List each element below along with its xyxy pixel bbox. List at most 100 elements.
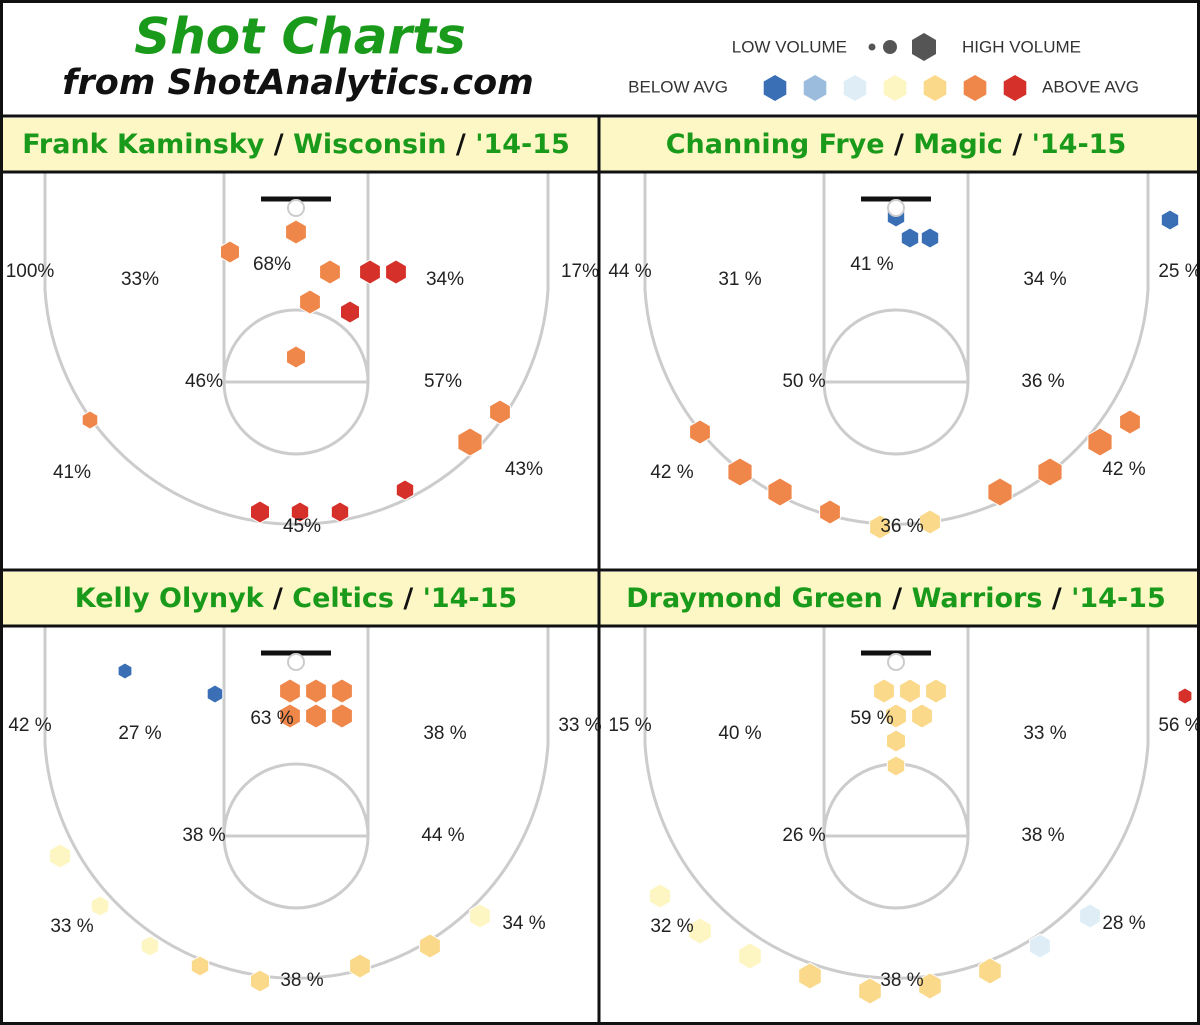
title-separator: / [885,129,914,160]
title-separator: / [394,583,423,614]
legend-dot [868,43,876,51]
shot-hex [140,935,160,957]
shot-hex [81,410,99,430]
zone-percentage: 36 % [880,516,923,537]
shot-hex [925,678,947,704]
zone-percentage: 57% [424,371,462,392]
free-throw-circle [822,308,970,456]
zone-percentage: 40 % [718,723,761,744]
shot-hex [385,259,407,285]
zone-percentage: 34 % [1023,269,1066,290]
panel-title: Draymond Green / Warriors / '14-15 [626,583,1166,614]
shot-hex [190,955,210,977]
shot-hex [299,289,321,315]
zone-percentage: 26 % [782,825,825,846]
shot-hex [688,917,712,945]
zone-percentage: 33% [121,269,159,290]
legend-hex [843,75,867,101]
zone-percentage: 25 % [1158,261,1200,282]
shot-hex [919,509,941,535]
zone-percentage: 33 % [1023,723,1066,744]
shot-hex [767,477,793,507]
legend-hex [923,75,947,101]
legend-low-volume: LOW VOLUME [732,37,847,56]
title-separator: / [883,583,912,614]
shot-hex [1160,209,1180,231]
shot-hex [900,227,920,249]
zone-percentage: 15 % [608,715,651,736]
zone-percentage: 41% [53,462,91,483]
shot-hex [279,678,301,704]
title-separator: / [1003,129,1032,160]
shot-hex [899,678,921,704]
panel-title-bar [600,118,1200,172]
title-separator: / [264,583,293,614]
legend-hex [912,33,936,61]
shot-hex [340,300,360,324]
zone-percentage: 63 % [250,708,293,729]
shot-hex [457,427,483,457]
shot-hex [331,703,353,729]
shot-hex [911,703,933,729]
free-throw-circle [222,308,370,456]
zone-percentage: 36 % [1021,371,1064,392]
title-separator: / [1042,583,1071,614]
zone-percentage: 34 % [502,913,545,934]
shot-panel: Frank Kaminsky / Wisconsin / '14-15 100% 3… [0,118,600,537]
shot-hex [885,703,907,729]
shot-hex [1119,409,1141,435]
shot-hex [489,399,511,425]
shot-hex [727,457,753,487]
panel-title-season: '14-15 [475,129,570,160]
zone-percentage: 59 % [850,708,893,729]
zone-percentage: 45% [283,516,321,537]
shot-hex [689,419,711,445]
zone-percentage: 17% [561,261,599,282]
panel-title-season: '14-15 [1032,129,1127,160]
shot-hex [1087,427,1113,457]
shot-hex [330,501,350,523]
zone-percentage: 34% [426,269,464,290]
shot-hex [285,219,307,245]
panel-title-player: Frank Kaminsky [22,129,265,160]
zone-percentage: 42 % [8,715,51,736]
panel-title-player: Kelly Olynyk [75,583,265,614]
zone-percentage: 38 % [880,970,923,991]
shot-hex [1177,687,1193,705]
panel-title-team: Magic [913,129,1003,160]
panel-title-team: Celtics [292,583,394,614]
legend-hex [763,75,787,101]
panel-title-bar [0,118,600,172]
legend-below-avg: BELOW AVG [628,77,728,96]
shot-hex [220,240,240,264]
three-point-line [43,626,550,980]
panel-title: Frank Kaminsky / Wisconsin / '14-15 [22,129,570,160]
panel-title-player: Draymond Green [626,583,883,614]
zone-percentage: 50 % [782,371,825,392]
panel-title: Channing Frye / Magic / '14-15 [666,129,1127,160]
shot-hex [286,345,306,369]
panel-title-season: '14-15 [1071,583,1166,614]
zone-percentage: 41 % [850,254,893,275]
rim [287,653,305,671]
shot-hex [49,843,71,869]
shot-hex [873,678,895,704]
legend-hex [883,75,907,101]
three-point-line [643,172,1150,526]
shot-hex [117,662,133,680]
legend-hex [803,75,827,101]
zone-percentage: 28 % [1102,913,1145,934]
shot-hex [886,755,906,777]
zone-percentage: 46% [185,371,223,392]
rim [287,199,305,217]
free-throw-circle [222,762,370,910]
shot-hex [987,477,1013,507]
shot-hex [279,703,301,729]
zone-percentage: 33 % [558,715,601,736]
zone-percentage: 27 % [118,723,161,744]
zone-percentage: 68% [253,254,291,275]
panel-title-bar [600,572,1200,626]
legend-hex [963,75,987,101]
zone-percentage: 32 % [650,916,693,937]
